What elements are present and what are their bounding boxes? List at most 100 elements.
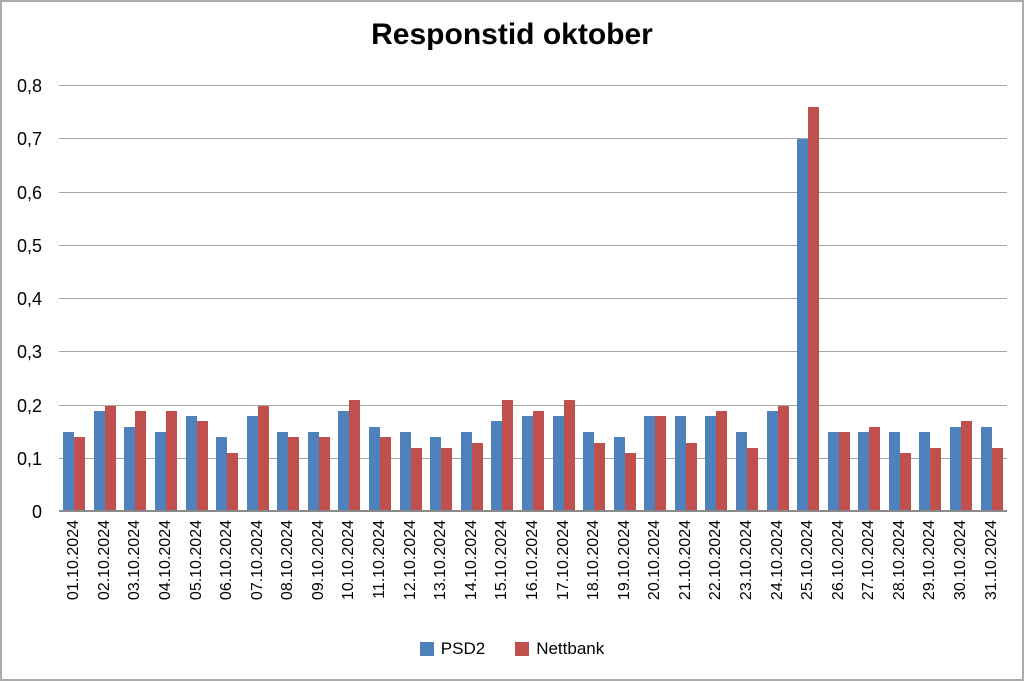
bar-psd2-03.10.2024 [124,426,136,512]
bar-nettbank-23.10.2024 [747,448,758,512]
bar-group-18.10.2024 [579,86,610,512]
gridline [59,244,1007,246]
bar-psd2-28.10.2024 [888,432,900,512]
x-axis-tick-label: 02.10.2024 [95,520,113,601]
bar-group-13.10.2024 [426,86,457,512]
x-axis-tick: 21.10.2024 [671,520,702,628]
x-axis-tick-label: 04.10.2024 [157,520,175,601]
bar-group-23.10.2024 [732,86,763,512]
bar-nettbank-28.10.2024 [899,453,911,512]
bar-nettbank-10.10.2024 [349,400,361,512]
x-axis-tick: 16.10.2024 [518,520,549,628]
bar-nettbank-18.10.2024 [594,442,606,512]
legend-label: Nettbank [536,639,605,658]
x-axis-tick-label: 07.10.2024 [248,520,266,601]
bar-nettbank-13.10.2024 [441,448,453,512]
y-axis-tick-label: 0,6 [16,182,42,203]
bar-group-29.10.2024 [915,86,946,512]
bar-group-21.10.2024 [671,86,702,512]
bar-psd2-26.10.2024 [827,432,839,512]
bar-psd2-22.10.2024 [705,416,717,512]
bar-group-27.10.2024 [854,86,885,512]
x-axis-tick: 05.10.2024 [181,520,212,628]
x-axis-tick-label: 28.10.2024 [890,520,908,601]
x-axis-tick-label: 20.10.2024 [646,520,664,601]
bar-psd2-21.10.2024 [674,416,686,512]
bar-group-02.10.2024 [90,86,121,512]
bar-psd2-10.10.2024 [338,410,350,512]
x-axis-tick-label: 19.10.2024 [615,520,633,601]
x-axis-tick: 01.10.2024 [59,520,90,628]
y-axis-tick-label: 0,2 [16,395,42,416]
x-axis-tick: 03.10.2024 [120,520,151,628]
x-axis-tick-label: 26.10.2024 [829,520,847,601]
bar-group-24.10.2024 [762,86,793,512]
x-axis-tick-label: 27.10.2024 [860,520,878,601]
bar-psd2-04.10.2024 [155,432,167,512]
x-axis-tick: 13.10.2024 [426,520,457,628]
x-axis-tick: 11.10.2024 [365,520,396,628]
bar-nettbank-27.10.2024 [869,426,881,512]
bar-nettbank-25.10.2024 [808,107,820,512]
y-axis-tick-label: 0,7 [16,129,42,150]
x-axis-tick-label: 05.10.2024 [187,520,205,601]
x-axis-tick-label: 30.10.2024 [952,520,970,601]
bar-group-04.10.2024 [151,86,182,512]
gridline [59,298,1007,299]
x-axis-tick: 30.10.2024 [946,520,977,628]
y-axis-labels: 0 0,1 0,2 0,3 0,4 0,5 0,6 0,7 0,8 [2,77,50,521]
gridline [59,138,1007,140]
x-axis-tick: 09.10.2024 [304,520,335,628]
bar-nettbank-06.10.2024 [227,453,239,512]
bar-group-28.10.2024 [885,86,916,512]
bar-psd2-30.10.2024 [950,426,962,512]
bar-nettbank-12.10.2024 [410,448,422,512]
x-axis-line [59,510,1007,512]
x-axis-tick: 12.10.2024 [395,520,426,628]
bar-psd2-17.10.2024 [552,416,564,512]
x-axis-tick: 06.10.2024 [212,520,243,628]
bar-group-30.10.2024 [946,86,977,512]
bar-nettbank-02.10.2024 [104,405,116,512]
x-axis-tick-label: 09.10.2024 [309,520,327,601]
x-axis-tick-label: 01.10.2024 [65,520,83,601]
x-axis-tick: 15.10.2024 [487,520,518,628]
bar-group-05.10.2024 [181,86,212,512]
bar-psd2-23.10.2024 [736,432,747,512]
x-axis-tick: 22.10.2024 [701,520,732,628]
bar-nettbank-11.10.2024 [380,437,392,512]
x-axis-tick: 18.10.2024 [579,520,610,628]
bar-nettbank-21.10.2024 [685,442,697,512]
bar-group-17.10.2024 [548,86,579,512]
x-axis-tick: 14.10.2024 [457,520,488,628]
bar-group-09.10.2024 [304,86,335,512]
bar-group-03.10.2024 [120,86,151,512]
x-axis-tick: 02.10.2024 [90,520,121,628]
y-axis-tick-label: 0,8 [16,76,42,96]
bar-psd2-06.10.2024 [216,437,228,512]
bar-group-06.10.2024 [212,86,243,512]
gridline [59,85,1007,86]
y-axis-tick-label: 0,4 [16,289,42,309]
x-axis-tick-label: 15.10.2024 [493,520,511,601]
bar-nettbank-16.10.2024 [532,410,544,512]
x-axis-tick-label: 25.10.2024 [799,520,817,601]
legend-swatch-nettbank [515,642,530,656]
bar-group-08.10.2024 [273,86,304,512]
bar-psd2-27.10.2024 [858,432,870,512]
x-axis-tick-label: 31.10.2024 [982,520,1000,601]
bar-nettbank-26.10.2024 [838,432,850,512]
bar-group-20.10.2024 [640,86,671,512]
bar-psd2-18.10.2024 [583,432,595,512]
x-axis-tick-label: 17.10.2024 [554,520,572,601]
bar-psd2-16.10.2024 [521,416,533,512]
bar-psd2-19.10.2024 [613,437,625,512]
bar-psd2-11.10.2024 [369,426,381,512]
bar-nettbank-07.10.2024 [257,405,269,512]
bar-nettbank-24.10.2024 [777,405,789,512]
bar-psd2-05.10.2024 [185,416,197,512]
bar-psd2-07.10.2024 [246,416,258,512]
x-axis-tick: 27.10.2024 [854,520,885,628]
bar-nettbank-08.10.2024 [288,437,300,512]
